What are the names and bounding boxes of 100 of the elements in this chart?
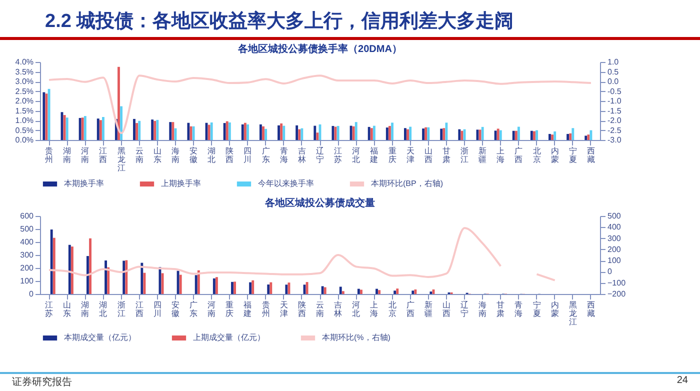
bar — [342, 291, 344, 294]
bar — [314, 126, 316, 140]
bar — [89, 238, 92, 294]
x-tick-label: 宁夏 — [532, 300, 541, 318]
x-tick-label: 广西 — [514, 146, 523, 164]
bar — [278, 125, 280, 140]
bar — [104, 260, 107, 294]
bar — [324, 287, 326, 294]
x-tick-label: 福建 — [369, 146, 378, 164]
y-tick-label: 0 — [29, 290, 34, 298]
bar — [86, 256, 89, 294]
x-tick-label: 贵州 — [262, 300, 270, 318]
x-tick-label: 内蒙 — [550, 146, 559, 164]
bar — [554, 131, 556, 140]
x-tick-label: 甘肃 — [442, 146, 450, 164]
legend-label: 本期换手率 — [64, 179, 104, 188]
y2-tick-label: 500 — [608, 212, 622, 220]
x-tick-label: 天津 — [406, 146, 414, 164]
bar — [68, 244, 71, 294]
y-tick-label: 0.5% — [15, 126, 34, 135]
y2-tick-label: 1.0 — [608, 58, 620, 66]
bar — [234, 282, 236, 294]
bar — [496, 128, 500, 140]
y2-tick-label: -3.0 — [608, 136, 622, 144]
bar — [300, 128, 304, 140]
x-tick-label: 广东 — [190, 300, 198, 318]
bar — [231, 282, 234, 294]
bar — [81, 118, 84, 140]
y2-tick-label: 0 — [608, 267, 612, 276]
bar — [102, 116, 104, 140]
bar — [216, 277, 218, 294]
x-tick-label: 江苏 — [45, 300, 54, 318]
bar — [360, 290, 362, 294]
bar — [154, 120, 156, 140]
bar — [264, 128, 268, 140]
x-tick-label: 浙江 — [460, 146, 469, 164]
y-tick-label: 3.0% — [15, 77, 34, 86]
bar — [212, 278, 216, 294]
bar — [339, 286, 342, 294]
x-tick-label: 黑龙江 — [568, 300, 577, 326]
x-tick-label: 天津 — [280, 300, 288, 318]
legend-label: 今年以来换手率 — [258, 179, 314, 188]
x-tick-label: 湖北 — [99, 300, 108, 318]
bar — [391, 122, 394, 140]
bar — [458, 129, 461, 140]
bar — [427, 127, 430, 140]
y2-tick-label: 100 — [608, 256, 622, 266]
x-tick-label: 四川 — [244, 146, 252, 164]
bar — [388, 126, 391, 140]
bar — [354, 122, 358, 140]
x-tick-label: 江西 — [135, 300, 144, 318]
bar — [396, 288, 399, 294]
bar — [316, 132, 319, 140]
x-tick-label: 吉林 — [333, 300, 342, 318]
x-tick-label: 云南 — [135, 146, 144, 164]
bar — [336, 126, 340, 140]
bar — [99, 120, 102, 140]
bar — [259, 124, 262, 140]
text: 2.2 城投债：各地区收益率大多上行，信用利差大多走阔 — [45, 11, 514, 32]
x-tick-label: 黑龙江 — [117, 146, 126, 172]
x-tick-label: 山东 — [153, 146, 162, 164]
x-tick-label: 陕西 — [298, 300, 306, 318]
y-tick-label: 300 — [20, 250, 34, 260]
bar — [306, 282, 308, 294]
y2-tick-label: -2.5 — [608, 126, 622, 135]
bar — [270, 282, 272, 294]
bar — [176, 270, 180, 294]
x-tick-label: 湖南 — [81, 300, 90, 318]
bar — [140, 262, 144, 294]
legend-label: 上期成交量（亿元） — [193, 333, 265, 342]
bar — [125, 260, 128, 294]
bar — [267, 284, 270, 294]
y2-tick-label: -2.0 — [608, 116, 622, 125]
legend-label: 本期环比(%，右轴) — [322, 333, 391, 342]
y2-tick-label: 0.5 — [608, 67, 620, 76]
bar — [514, 130, 518, 140]
x-tick-label: 宁夏 — [568, 146, 577, 164]
bar — [376, 288, 378, 294]
bar — [208, 124, 210, 140]
y-tick-label: 0.0% — [15, 136, 34, 144]
y2-tick-label: -1.5 — [608, 106, 622, 116]
bar — [118, 66, 120, 140]
legend-label: 本期环比(BP，右轴) — [371, 179, 444, 188]
bar — [66, 118, 68, 140]
bar — [584, 136, 588, 140]
bar — [285, 284, 288, 294]
bar — [84, 116, 86, 140]
bar — [587, 134, 590, 140]
bar — [460, 130, 464, 140]
bar — [194, 275, 198, 294]
bar — [548, 134, 551, 140]
bar — [442, 128, 446, 140]
line-series — [48, 74, 592, 134]
x-tick-label: 海南 — [478, 300, 487, 318]
bar — [499, 130, 502, 140]
bar — [50, 230, 53, 294]
bar — [357, 288, 360, 294]
bar — [414, 289, 417, 294]
y2-tick-label: 0.0 — [608, 77, 620, 86]
x-tick-label: 内蒙 — [550, 300, 559, 318]
